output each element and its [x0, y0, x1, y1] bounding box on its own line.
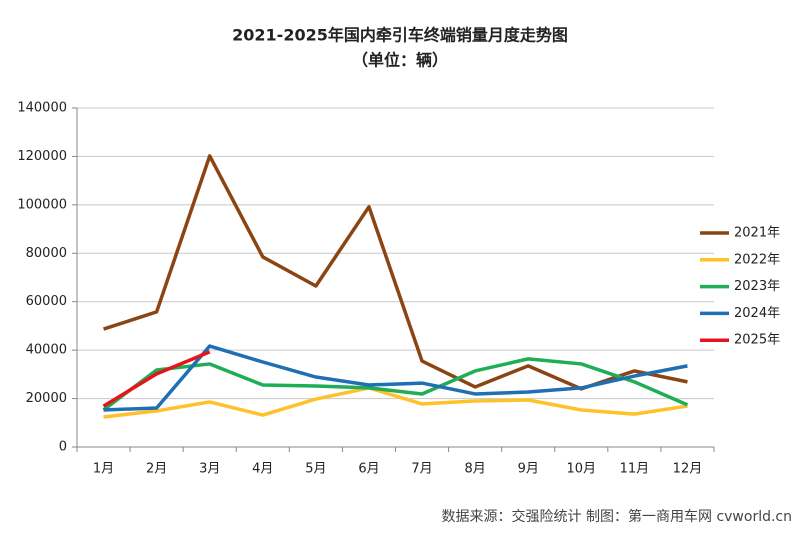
y-tick-label: 140000: [17, 101, 67, 116]
legend-label: 2022年: [734, 252, 780, 267]
x-tick-label: 8月: [464, 462, 485, 477]
x-tick-label: 9月: [518, 462, 539, 477]
x-tick-label: 11月: [620, 462, 650, 477]
legend-label: 2023年: [734, 279, 780, 294]
y-tick-label: 100000: [17, 197, 67, 212]
x-tick-label: 10月: [567, 462, 597, 477]
series-line: [103, 386, 688, 419]
series-line: [103, 344, 688, 412]
source-note: 数据来源：交强险统计 制图：第一商用车网 cvworld.cn: [442, 508, 792, 525]
legend-label: 2025年: [734, 333, 780, 348]
y-tick-label: 80000: [26, 246, 67, 261]
series-line: [102, 350, 211, 408]
x-tick-label: 4月: [252, 462, 273, 477]
legend-label: 2024年: [734, 306, 780, 321]
y-tick-label: 60000: [26, 294, 67, 309]
legend-label: 2021年: [734, 226, 780, 241]
series-line: [103, 154, 688, 391]
x-tick-label: 12月: [673, 462, 703, 477]
y-tick-label: 120000: [17, 149, 67, 164]
x-tick-label: 3月: [199, 462, 220, 477]
series-line: [102, 357, 689, 412]
y-tick-label: 0: [59, 440, 67, 455]
chart-subtitle: （单位：辆）: [352, 51, 448, 70]
chart-title: 2021-2025年国内牵引车终端销量月度走势图: [232, 26, 568, 45]
x-tick-label: 2月: [146, 462, 167, 477]
x-tick-label: 1月: [93, 462, 114, 477]
y-tick-label: 40000: [26, 343, 67, 358]
x-tick-label: 7月: [411, 462, 432, 477]
x-tick-label: 6月: [358, 462, 379, 477]
y-tick-label: 20000: [26, 391, 67, 406]
x-tick-label: 5月: [305, 462, 326, 477]
